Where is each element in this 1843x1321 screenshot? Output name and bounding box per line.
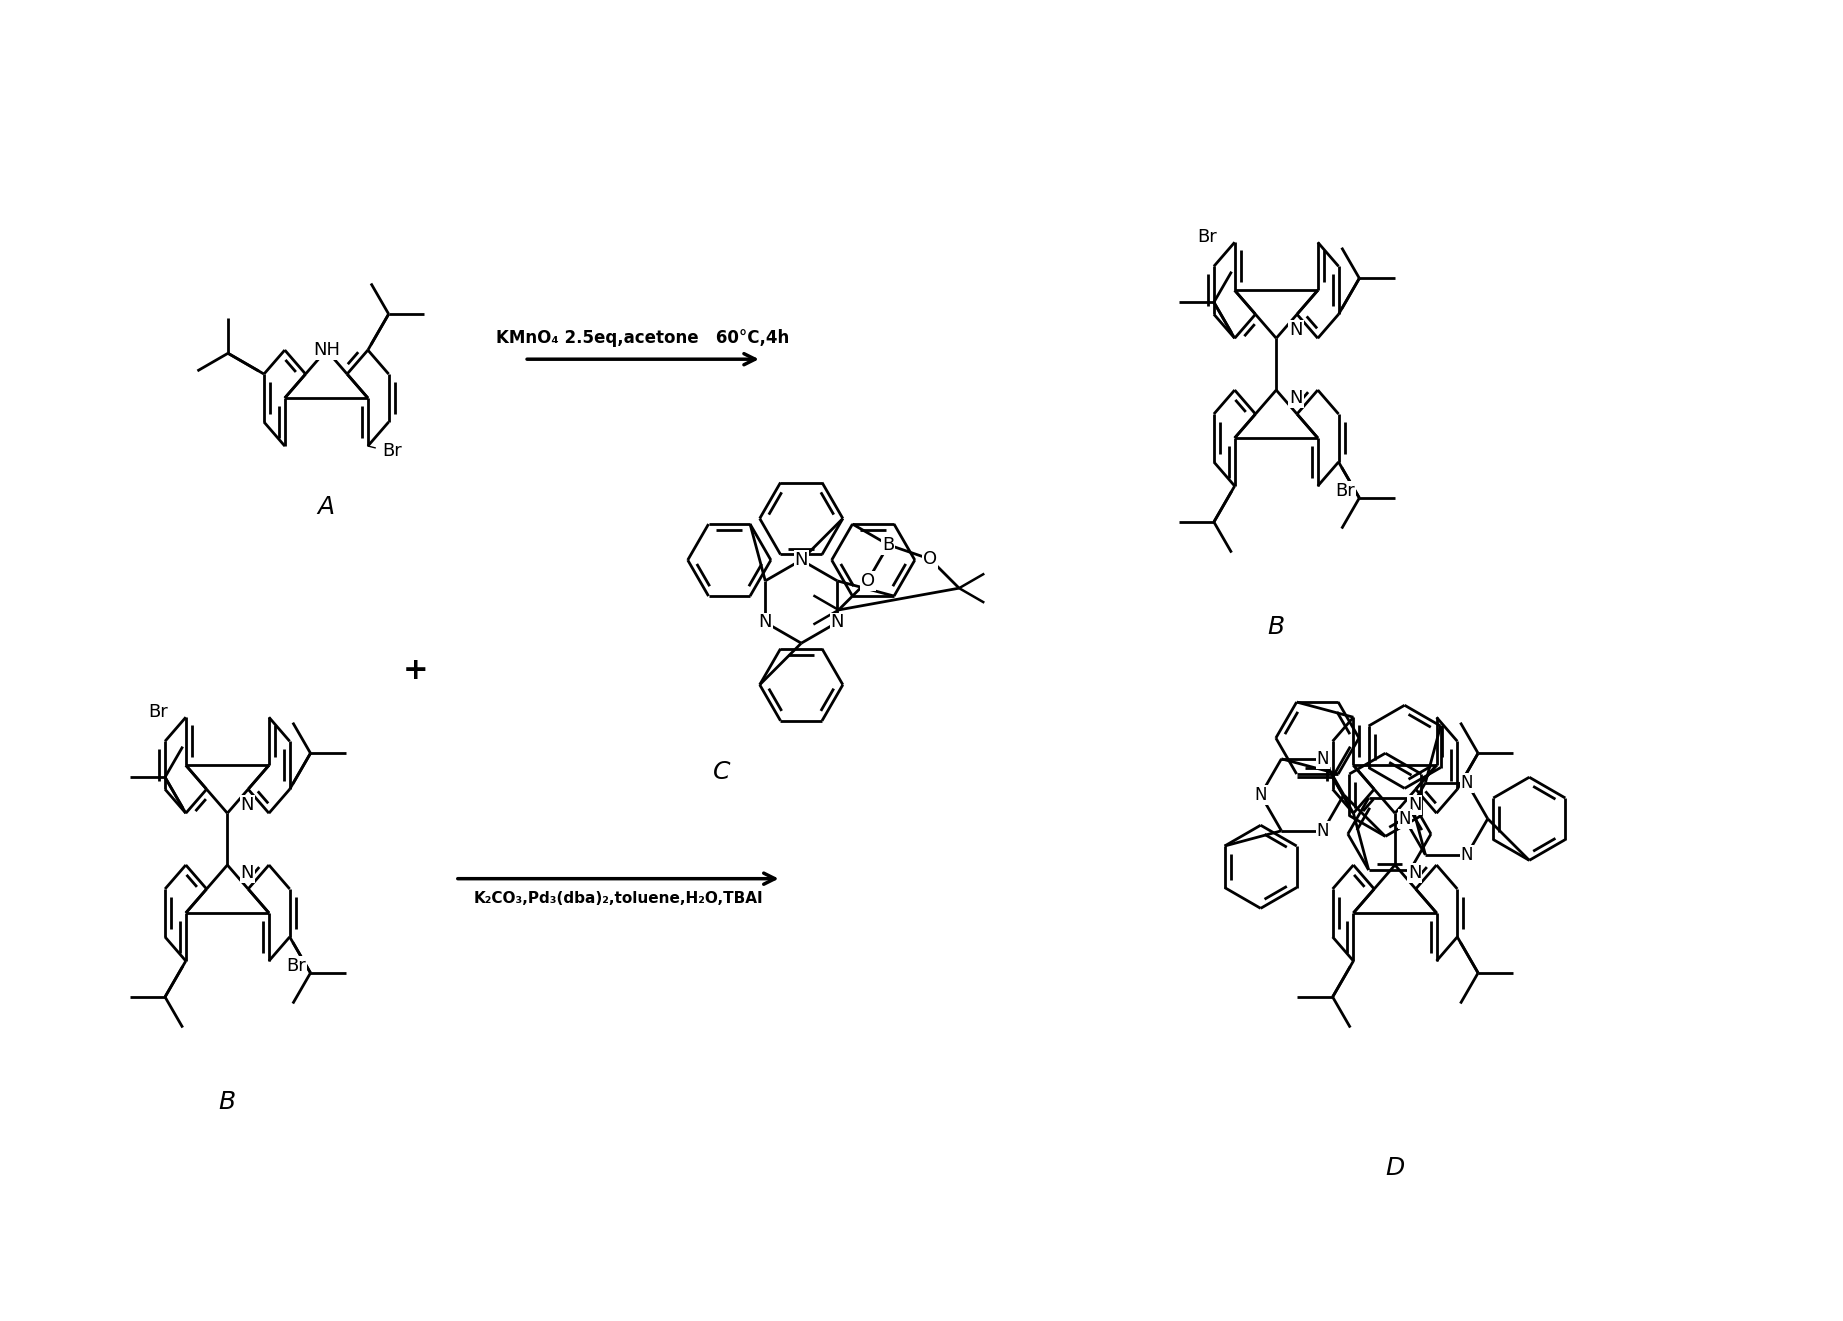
Text: B: B [1268,614,1285,638]
Text: N: N [759,613,772,631]
Text: N: N [1316,750,1329,768]
Text: K₂CO₃,Pd₃(dba)₂,toluene,H₂O,TBAI: K₂CO₃,Pd₃(dba)₂,toluene,H₂O,TBAI [474,890,763,906]
Text: A: A [317,495,335,519]
Text: Br: Br [1336,482,1355,499]
Text: B: B [219,1090,236,1114]
Text: N: N [240,864,254,882]
Text: N: N [831,613,844,631]
Text: N: N [1290,321,1303,339]
Text: O: O [923,550,936,568]
Text: N: N [1461,774,1473,791]
Text: Br: Br [383,443,402,460]
Text: KMnO₄ 2.5eq,acetone   60°C,4h: KMnO₄ 2.5eq,acetone 60°C,4h [496,329,789,347]
Text: N: N [1408,797,1421,814]
Text: D: D [1386,1156,1404,1180]
Text: +: + [402,657,428,686]
Text: N: N [1461,845,1473,864]
Text: Br: Br [1198,229,1216,246]
Text: Br: Br [147,703,168,721]
Text: N: N [1255,786,1266,803]
Text: N: N [794,551,807,569]
Text: NH: NH [313,341,339,359]
Text: B: B [883,536,894,553]
Text: Br: Br [288,956,306,975]
Text: N: N [1290,388,1303,407]
Text: N: N [1399,810,1412,828]
Text: N: N [1408,864,1421,882]
Text: N: N [1316,822,1329,840]
Text: O: O [861,572,875,590]
Text: C: C [713,760,732,783]
Text: N: N [240,797,254,814]
